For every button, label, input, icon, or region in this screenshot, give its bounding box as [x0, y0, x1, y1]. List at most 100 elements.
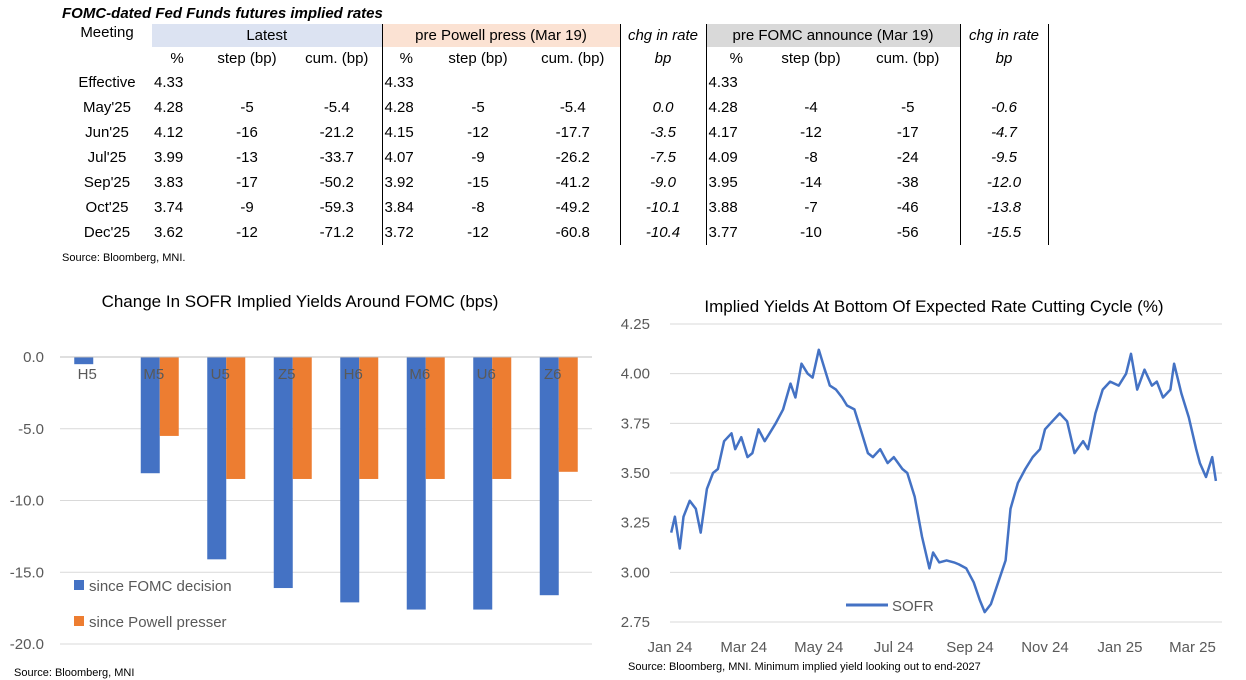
bar-since-fomc-M5	[140, 357, 160, 474]
meeting-cell: Dec'25	[83, 224, 131, 241]
pre-fomc-pct-cell: 4.33	[708, 74, 738, 91]
pre-powell-cum-cell: -49.2	[526, 195, 621, 220]
implied-yields-line-chart: Implied Yields At Bottom Of Expected Rat…	[621, 297, 1222, 673]
bar-since-powell-U5	[226, 357, 246, 479]
chg-in-rate-2-cell: -13.8	[960, 195, 1049, 220]
pre-fomc-pct-cell: 3.88	[708, 199, 738, 216]
meeting-header: Meeting	[80, 24, 134, 41]
bar-since-powell-U6	[492, 357, 512, 479]
x-tick-label: H6	[344, 366, 363, 383]
latest-pct-cell: 3.74	[154, 199, 184, 216]
table-row: May'25 4.28 -5 -5.4 4.28 -5 -5.4 0.0 4.28 -4 -5 -0.…	[62, 95, 1049, 120]
pre-powell-pct-cell: 3.84	[384, 199, 414, 216]
pre-fomc-pct-cell: 4.09	[708, 149, 738, 166]
x-tick-label: Jan 24	[647, 639, 692, 656]
pre-powell-step-cell: -9	[471, 149, 485, 166]
table-title: FOMC-dated Fed Funds futures implied rat…	[62, 5, 383, 22]
x-tick-label: Mar 25	[1169, 639, 1216, 656]
x-tick-label: May 24	[794, 639, 843, 656]
latest-step-cell: -16	[236, 124, 258, 141]
x-tick-label: Jan 25	[1097, 639, 1142, 656]
chg-in-rate-2-cell: -15.5	[960, 220, 1049, 245]
latest-pct-cell: 3.83	[154, 174, 184, 191]
pre-powell-pct-cell: 4.07	[384, 149, 414, 166]
pre-fomc-cum-cell: -46	[856, 195, 961, 220]
bar-chart-source: Source: Bloomberg, MNI	[14, 667, 134, 679]
pre-fomc-cum-cell	[856, 70, 961, 95]
pre-powell-pct-cell: 4.33	[384, 74, 414, 91]
chg-in-rate-2-cell: -12.0	[960, 170, 1049, 195]
table-row: Effective 4.33 4.33 4.33	[62, 70, 1049, 95]
latest-pct-cell: 4.33	[154, 74, 184, 91]
table-row: Oct'25 3.74 -9 -59.3 3.84 -8 -49.2 -10.1 3.88 -7 -…	[62, 195, 1049, 220]
latest-cum-cell	[292, 70, 383, 95]
x-tick-label: Nov 24	[1021, 639, 1069, 656]
meeting-cell: Jul'25	[87, 149, 127, 166]
pre-powell-cum-cell: -60.8	[526, 220, 621, 245]
pre-fomc-cum-cell: -17	[856, 120, 961, 145]
legend-label-since-powell: since Powell presser	[89, 614, 227, 631]
pre-powell-pct-cell: 4.15	[384, 124, 414, 141]
x-tick-label: U5	[211, 366, 230, 383]
x-tick-label: Z5	[278, 366, 296, 383]
pre-fomc-step-cell: -7	[804, 199, 818, 216]
pre-powell-cum-cell: -17.7	[526, 120, 621, 145]
fomc-implied-rates-table: Meeting Latest pre Powell press (Mar 19)…	[62, 24, 1049, 245]
pre-powell-cum-cell	[526, 70, 621, 95]
pre-powell-cum-cell: -41.2	[526, 170, 621, 195]
latest-cum-cell: -21.2	[292, 120, 383, 145]
sub-header-cum: cum. (bp)	[526, 47, 621, 70]
pre-powell-step-cell: -12	[467, 224, 489, 241]
latest-step-cell	[202, 70, 292, 95]
latest-pct-cell: 4.12	[154, 124, 184, 141]
y-tick-label: -10.0	[10, 493, 44, 510]
pre-fomc-pct-cell: 3.95	[708, 174, 738, 191]
group-header-pre-powell: pre Powell press (Mar 19)	[382, 24, 621, 47]
pre-powell-step-cell: -15	[467, 174, 489, 191]
pre-fomc-cum-cell: -56	[856, 220, 961, 245]
latest-cum-cell: -71.2	[292, 220, 383, 245]
x-tick-label: Sep 24	[946, 639, 994, 656]
bar-since-powell-M6	[425, 357, 445, 479]
line-chart-source: Source: Bloomberg, MNI. Minimum implied …	[628, 661, 981, 673]
chg-in-rate-2-cell: -0.6	[960, 95, 1049, 120]
latest-step-cell: -13	[236, 149, 258, 166]
sofr-change-bar-chart: Change In SOFR Implied Yields Around FOM…	[10, 292, 592, 679]
table-row: Dec'25 3.62 -12 -71.2 3.72 -12 -60.8 -10.4 3.77 -…	[62, 220, 1049, 245]
latest-cum-cell: -50.2	[292, 170, 383, 195]
y-tick-label: 0.0	[23, 349, 44, 366]
line-chart-title: Implied Yields At Bottom Of Expected Rat…	[704, 297, 1163, 316]
latest-step-cell: -17	[236, 174, 258, 191]
pre-fomc-step-cell	[766, 70, 856, 95]
chg-in-rate-1-cell: 0.0	[620, 95, 707, 120]
sub-header-pct: %	[170, 50, 184, 67]
x-tick-label: H5	[78, 366, 97, 383]
chg-in-rate-1-cell: -10.4	[620, 220, 707, 245]
sub-header-blank	[62, 47, 152, 70]
pre-powell-cum-cell: -5.4	[526, 95, 621, 120]
table-row: Jun'25 4.12 -16 -21.2 4.15 -12 -17.7 -3.5 4.17 -1…	[62, 120, 1049, 145]
y-tick-label: 3.75	[621, 415, 650, 432]
chg-in-rate-1-cell: -10.1	[620, 195, 707, 220]
group-header-chg-in-rate-1: chg in rate	[620, 24, 707, 47]
latest-pct-cell: 3.99	[154, 149, 184, 166]
chg-in-rate-2-cell	[960, 70, 1049, 95]
pre-powell-pct-cell: 3.92	[384, 174, 414, 191]
table-sub-header-row: % step (bp) cum. (bp) % step (bp) cum. (…	[62, 47, 1049, 70]
bar-since-fomc-U6	[473, 357, 493, 610]
legend-swatch-since-powell	[74, 616, 84, 626]
bar-since-fomc-U5	[207, 357, 227, 560]
chg-in-rate-1-cell	[620, 70, 707, 95]
bar-since-powell-M5	[159, 357, 179, 436]
sub-header-pct: %	[399, 50, 413, 67]
y-tick-label: 3.25	[621, 515, 650, 532]
y-tick-label: 4.25	[621, 316, 650, 333]
pre-powell-step-cell	[430, 70, 526, 95]
latest-cum-cell: -33.7	[292, 145, 383, 170]
chg-in-rate-2-cell: -4.7	[960, 120, 1049, 145]
latest-step-cell: -9	[240, 199, 254, 216]
latest-cum-cell: -59.3	[292, 195, 383, 220]
y-tick-label: -5.0	[18, 421, 44, 438]
legend-label-sofr: SOFR	[892, 598, 934, 615]
sub-header-pct: %	[729, 50, 743, 67]
